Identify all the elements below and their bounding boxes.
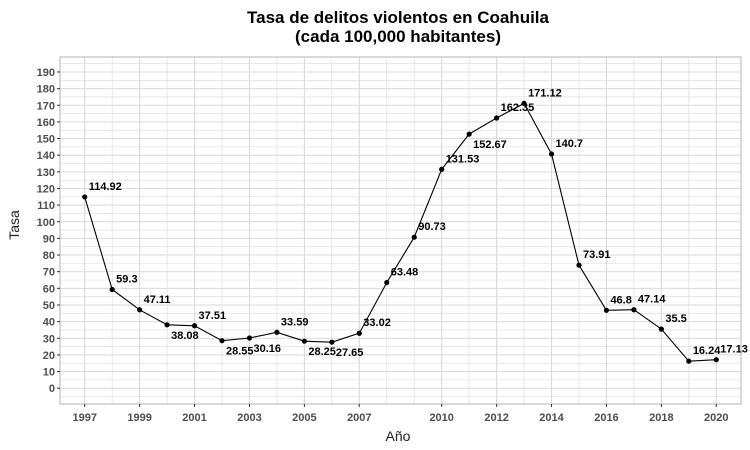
data-label: 73.91 (583, 249, 611, 261)
data-point (82, 194, 88, 200)
y-tick-label: 150 (37, 134, 55, 146)
data-point (356, 330, 362, 336)
chart-title: Tasa de delitos violentos en Coahuila (247, 8, 550, 27)
data-label: 131.53 (446, 153, 480, 165)
y-tick-label: 170 (37, 100, 55, 112)
data-label: 46.8 (610, 294, 631, 306)
data-label: 59.3 (116, 273, 137, 285)
data-label: 38.08 (171, 330, 199, 342)
x-tick-label: 1999 (127, 412, 151, 424)
data-point (411, 234, 417, 240)
data-point (301, 338, 307, 344)
data-point (576, 262, 582, 268)
x-tick-label: 2003 (237, 412, 261, 424)
data-point (246, 335, 253, 341)
y-tick-label: 180 (37, 84, 55, 96)
y-tick-label: 100 (37, 217, 55, 229)
x-tick-label: 2012 (484, 412, 508, 424)
x-tick-label: 2007 (347, 412, 371, 424)
x-axis-title: Año (386, 428, 411, 444)
x-tick-label: 2014 (539, 412, 564, 424)
grid-lines (60, 57, 741, 404)
data-point (521, 100, 527, 106)
data-label: 17.13 (720, 344, 748, 356)
x-tick-label: 2010 (429, 412, 453, 424)
plot-panel (59, 56, 742, 405)
y-tick-label: 40 (43, 317, 55, 329)
data-point (137, 307, 143, 313)
data-point (191, 323, 198, 329)
data-label: 30.16 (253, 343, 281, 355)
data-point (548, 151, 555, 157)
data-label: 28.25 (308, 346, 336, 358)
data-point (686, 358, 692, 364)
data-point (494, 115, 500, 121)
y-tick-label: 190 (37, 67, 55, 79)
y-axis: 0 10 20 30 40 50 60 70 80 90 100 110 120 130 140 150 160… (37, 67, 60, 395)
data-label: 47.11 (144, 294, 171, 306)
y-tick-label: 120 (37, 183, 55, 195)
data-label: 152.67 (473, 139, 507, 151)
data-label: 63.48 (391, 267, 419, 279)
y-tick-label: 10 (43, 367, 55, 379)
data-label: 16.24 (693, 345, 721, 357)
data-point (713, 357, 719, 363)
data-point (109, 286, 115, 293)
data-label: 28.55 (226, 346, 254, 358)
y-tick-label: 0 (49, 383, 55, 395)
series-line (84, 102, 717, 362)
data-label: 140.7 (556, 138, 584, 150)
x-tick-label: 2020 (704, 412, 728, 424)
x-tick-label: 2001 (182, 412, 206, 424)
y-tick-label: 110 (37, 200, 55, 212)
chart-subtitle: (cada 100,000 habitantes) (295, 27, 501, 46)
y-tick-label: 160 (37, 117, 55, 129)
data-point (219, 338, 225, 344)
data-point (384, 279, 390, 286)
data-points (82, 100, 719, 364)
data-label: 37.51 (199, 310, 227, 322)
data-point (603, 307, 610, 313)
data-label: 33.02 (363, 317, 391, 329)
x-tick-label: 2005 (292, 412, 316, 424)
y-tick-label: 30 (43, 333, 55, 345)
y-tick-label: 90 (43, 233, 55, 245)
y-tick-label: 130 (37, 167, 55, 179)
x-tick-label: 2016 (594, 412, 618, 424)
data-label: 90.73 (418, 221, 446, 233)
data-point (164, 322, 170, 328)
y-tick-label: 70 (43, 267, 55, 279)
data-label: 35.5 (665, 313, 686, 325)
data-label: 162.35 (501, 102, 535, 114)
data-point (274, 329, 280, 335)
x-tick-label: 2018 (649, 412, 673, 424)
data-point (658, 326, 664, 332)
y-tick-label: 50 (43, 300, 55, 312)
y-axis-title: Tasa (6, 210, 22, 240)
y-tick-label: 60 (43, 283, 55, 295)
x-axis: 1997 1999 2001 2003 2005 2007 2010 2012 2014 2016… (72, 404, 729, 424)
data-label: 171.12 (528, 87, 562, 99)
data-point (329, 339, 335, 345)
data-label: 47.14 (638, 294, 666, 306)
y-tick-label: 140 (37, 150, 55, 162)
data-label: 27.65 (336, 347, 364, 359)
y-tick-label: 80 (43, 250, 55, 262)
data-label: 33.59 (281, 316, 309, 328)
data-label: 114.92 (89, 181, 122, 193)
x-tick-label: 1997 (72, 412, 96, 424)
data-point (466, 131, 472, 137)
data-point (439, 166, 445, 172)
data-point (631, 307, 637, 313)
y-tick-label: 20 (43, 350, 55, 362)
